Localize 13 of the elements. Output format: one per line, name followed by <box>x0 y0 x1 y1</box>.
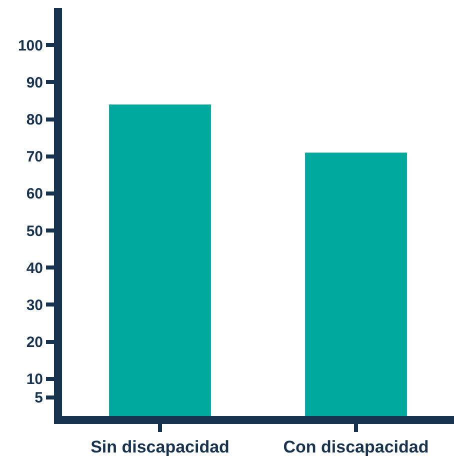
y-tick-label: 5 <box>34 390 43 407</box>
y-tick-label: 50 <box>26 222 43 240</box>
y-tick-label: 90 <box>26 74 43 92</box>
y-tick-label: 40 <box>26 260 43 277</box>
y-tick-label: 60 <box>26 186 43 203</box>
x-tick-label: Sin discapacidad <box>90 437 230 456</box>
x-tick-label: Con discapacidad <box>283 437 429 456</box>
y-tick-label: 30 <box>26 296 43 314</box>
y-tick-label: 10 <box>26 371 43 388</box>
y-tick-label: 80 <box>26 112 43 129</box>
y-tick-label: 70 <box>26 148 43 166</box>
y-tick-label: 20 <box>26 334 43 352</box>
y-tick-label: 100 <box>18 37 43 54</box>
